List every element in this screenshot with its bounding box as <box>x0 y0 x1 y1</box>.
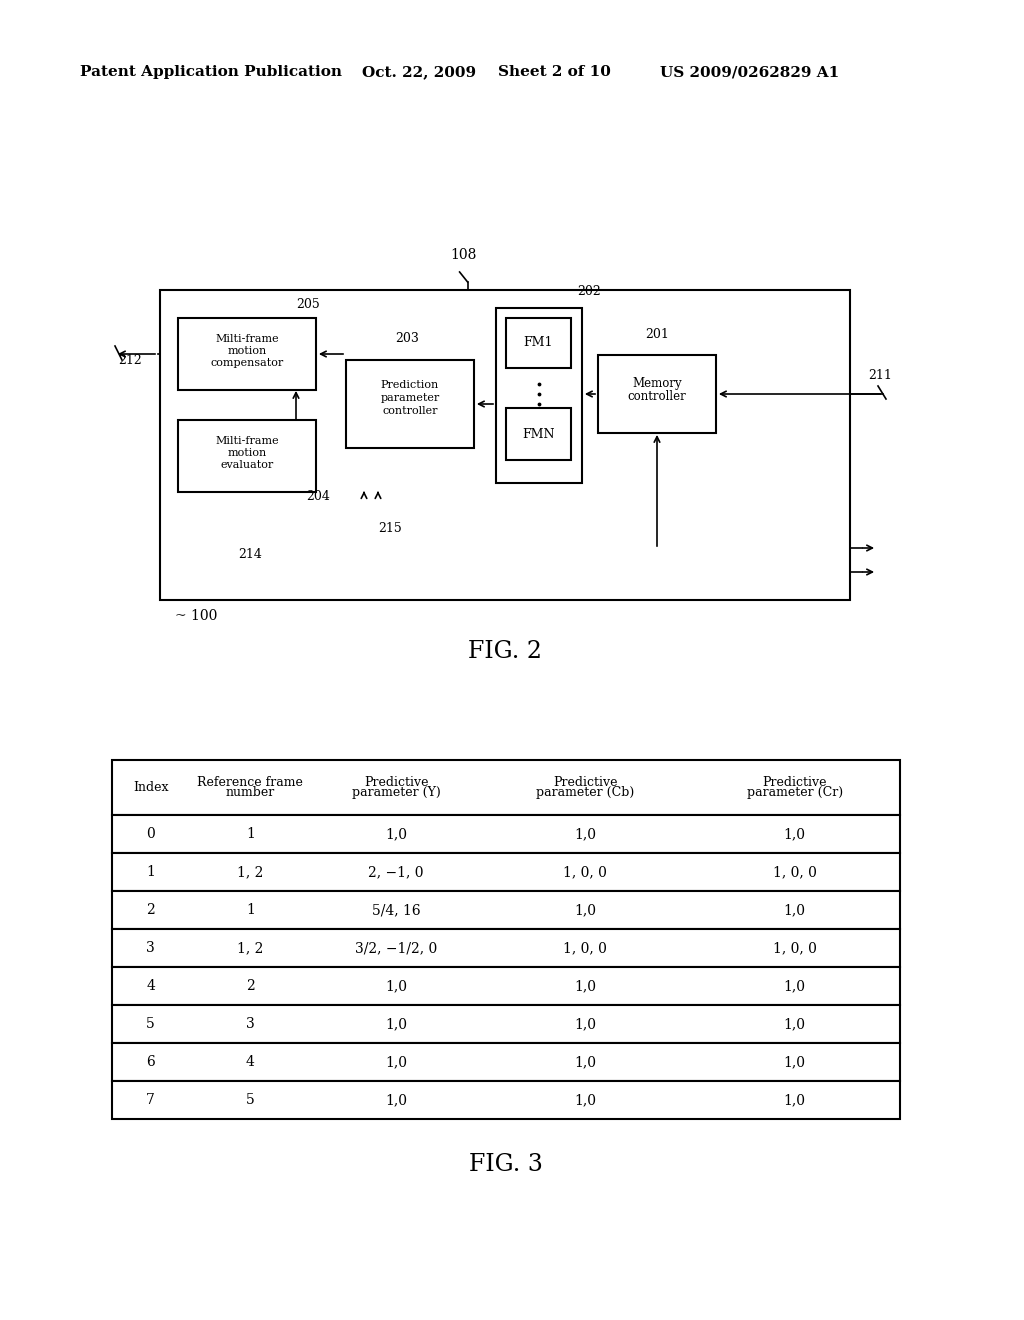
Text: Prediction: Prediction <box>381 380 439 389</box>
Text: 1, 0, 0: 1, 0, 0 <box>563 941 607 954</box>
Bar <box>112 814 900 853</box>
Bar <box>112 1081 900 1119</box>
Bar <box>598 355 716 433</box>
Text: 1: 1 <box>246 903 255 917</box>
Text: 108: 108 <box>451 248 477 261</box>
Text: FIG. 3: FIG. 3 <box>469 1152 543 1176</box>
Text: Predictive: Predictive <box>763 776 827 789</box>
Text: Memory: Memory <box>632 378 682 389</box>
Text: 5/4, 16: 5/4, 16 <box>372 903 421 917</box>
Bar <box>112 929 900 968</box>
Text: 1,0: 1,0 <box>783 903 806 917</box>
Text: 211: 211 <box>868 370 892 381</box>
Text: 1,0: 1,0 <box>783 979 806 993</box>
Bar <box>112 760 900 814</box>
Text: 1: 1 <box>146 865 155 879</box>
Text: 215: 215 <box>378 521 401 535</box>
Text: motion: motion <box>227 346 266 356</box>
Text: 1, 0, 0: 1, 0, 0 <box>773 941 817 954</box>
Bar <box>112 968 900 1005</box>
Text: controller: controller <box>628 389 686 403</box>
Text: 3: 3 <box>246 1016 255 1031</box>
Text: 2: 2 <box>146 903 155 917</box>
Text: 1,0: 1,0 <box>783 1093 806 1107</box>
Text: FMN: FMN <box>522 428 555 441</box>
Text: 1, 2: 1, 2 <box>238 941 263 954</box>
Text: 1,0: 1,0 <box>783 1016 806 1031</box>
Text: 5: 5 <box>146 1016 155 1031</box>
Bar <box>178 318 316 389</box>
Text: compensator: compensator <box>210 358 284 368</box>
Text: 1,0: 1,0 <box>385 1055 408 1069</box>
Text: 3/2, −1/2, 0: 3/2, −1/2, 0 <box>355 941 437 954</box>
Bar <box>160 290 850 601</box>
Text: 1, 2: 1, 2 <box>238 865 263 879</box>
Text: motion: motion <box>227 447 266 458</box>
Text: 1,0: 1,0 <box>385 1093 408 1107</box>
Bar <box>178 420 316 492</box>
Text: 1,0: 1,0 <box>574 1093 596 1107</box>
Text: 201: 201 <box>645 327 669 341</box>
Text: 1,0: 1,0 <box>385 979 408 993</box>
Text: parameter (Y): parameter (Y) <box>351 785 440 799</box>
Text: parameter (Cr): parameter (Cr) <box>746 785 843 799</box>
Text: 0: 0 <box>146 828 155 841</box>
Text: 1,0: 1,0 <box>574 979 596 993</box>
Text: parameter: parameter <box>380 393 439 403</box>
Bar <box>112 853 900 891</box>
Text: Patent Application Publication: Patent Application Publication <box>80 65 342 79</box>
Text: 204: 204 <box>306 490 330 503</box>
Bar <box>506 318 571 368</box>
Text: 2, −1, 0: 2, −1, 0 <box>369 865 424 879</box>
Text: Oct. 22, 2009: Oct. 22, 2009 <box>362 65 476 79</box>
Text: 212: 212 <box>118 354 141 367</box>
Bar <box>496 308 582 483</box>
Text: 1,0: 1,0 <box>574 1055 596 1069</box>
Text: 202: 202 <box>577 285 601 298</box>
Text: Milti-frame: Milti-frame <box>215 436 279 446</box>
Text: 1,0: 1,0 <box>385 1016 408 1031</box>
Text: 3: 3 <box>146 941 155 954</box>
Text: 4: 4 <box>146 979 155 993</box>
Bar <box>112 1005 900 1043</box>
Text: 1,0: 1,0 <box>574 903 596 917</box>
Text: 2: 2 <box>246 979 255 993</box>
Text: Sheet 2 of 10: Sheet 2 of 10 <box>498 65 611 79</box>
Text: controller: controller <box>382 407 437 416</box>
Text: FM1: FM1 <box>523 337 553 350</box>
Text: 214: 214 <box>238 548 262 561</box>
Bar <box>112 1043 900 1081</box>
Text: Milti-frame: Milti-frame <box>215 334 279 345</box>
Text: evaluator: evaluator <box>220 459 273 470</box>
Text: Index: Index <box>133 781 168 795</box>
Text: 1, 0, 0: 1, 0, 0 <box>773 865 817 879</box>
Text: parameter (Cb): parameter (Cb) <box>537 785 634 799</box>
Text: 4: 4 <box>246 1055 255 1069</box>
Text: 205: 205 <box>296 298 319 312</box>
Text: Predictive: Predictive <box>364 776 428 789</box>
Text: 1,0: 1,0 <box>574 1016 596 1031</box>
Text: 1,0: 1,0 <box>783 828 806 841</box>
Text: 1,0: 1,0 <box>574 828 596 841</box>
Text: 7: 7 <box>146 1093 155 1107</box>
Text: 1, 0, 0: 1, 0, 0 <box>563 865 607 879</box>
Text: Predictive: Predictive <box>553 776 617 789</box>
Text: FIG. 2: FIG. 2 <box>468 640 542 663</box>
Text: number: number <box>225 785 274 799</box>
Text: 5: 5 <box>246 1093 255 1107</box>
Bar <box>346 360 474 447</box>
Text: 1,0: 1,0 <box>385 828 408 841</box>
Text: US 2009/0262829 A1: US 2009/0262829 A1 <box>660 65 840 79</box>
Text: ~ 100: ~ 100 <box>175 609 217 623</box>
Bar <box>112 891 900 929</box>
Text: Reference frame: Reference frame <box>198 776 303 789</box>
Text: 1: 1 <box>246 828 255 841</box>
Text: 1,0: 1,0 <box>783 1055 806 1069</box>
Text: 203: 203 <box>395 333 419 345</box>
Text: 6: 6 <box>146 1055 155 1069</box>
Bar <box>506 408 571 459</box>
